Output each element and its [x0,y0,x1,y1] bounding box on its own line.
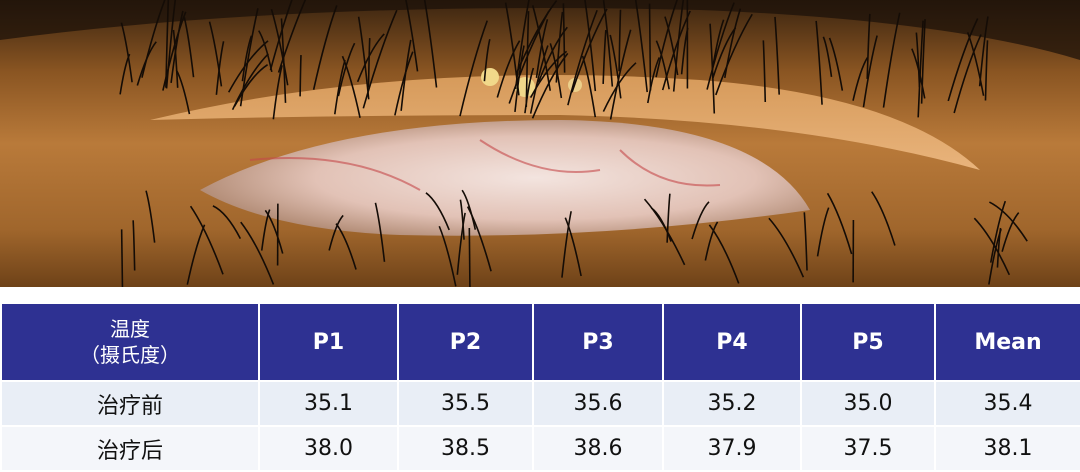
data-cell: 35.5 [398,381,533,426]
corner-line: 温度 [2,316,258,342]
row-label: 治疗后 [1,426,259,471]
corner-cell: 温度 （摄氏度） [1,303,259,381]
data-cell: 35.2 [663,381,801,426]
eyelash [300,55,301,96]
eye-photo [0,0,1080,287]
header-cell: P3 [533,303,663,381]
data-cell: 37.9 [663,426,801,471]
header-cell: P1 [259,303,398,381]
data-cell: 38.1 [935,426,1080,471]
row-label: 治疗前 [1,381,259,426]
eyelash [469,228,470,287]
data-cell: 35.1 [259,381,398,426]
header-cell: Mean [935,303,1080,381]
eyelash [650,4,651,91]
corner-line: （摄氏度） [2,342,258,368]
data-cell: 38.6 [533,426,663,471]
data-cell: 35.6 [533,381,663,426]
header-cell: P5 [801,303,935,381]
data-cell: 35.4 [935,381,1080,426]
gland-orifice [481,68,499,86]
data-cell: 37.5 [801,426,935,471]
data-cell: 38.5 [398,426,533,471]
data-cell: 35.0 [801,381,935,426]
header-cell: P4 [663,303,801,381]
eyelash [122,229,123,287]
data-cell: 38.0 [259,426,398,471]
header-cell: P2 [398,303,533,381]
